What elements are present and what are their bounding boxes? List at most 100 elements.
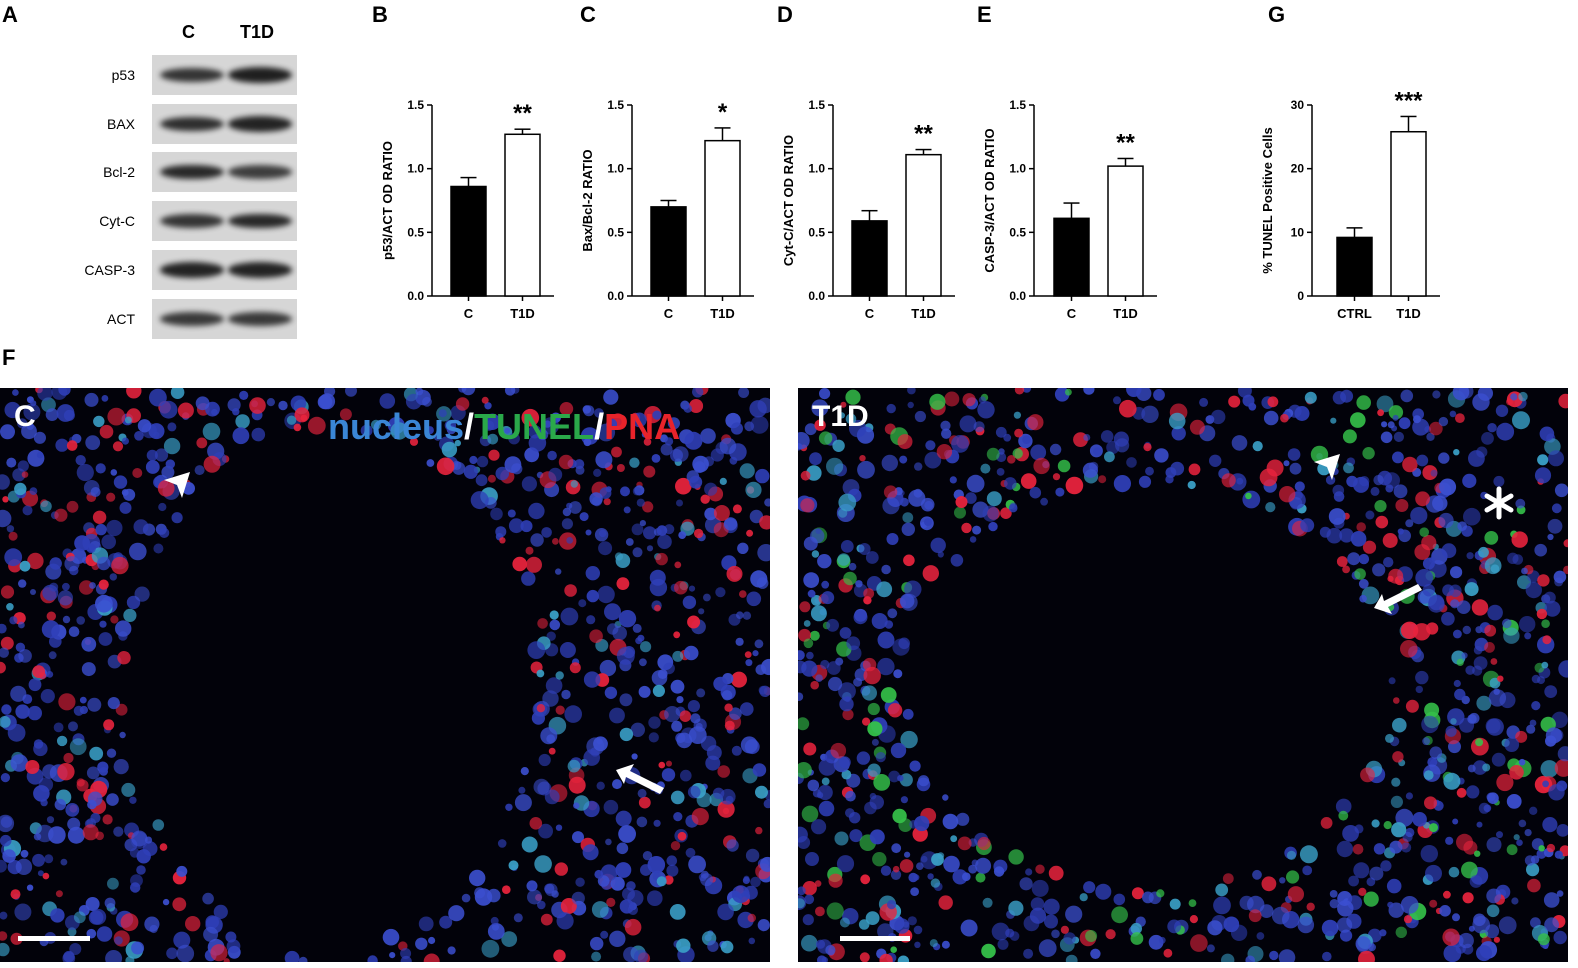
bar-charts: 0.0 0.5 1.0 1.5 p53/ACT OD RATIO C T1D ** 0.0 0.5…	[380, 87, 1440, 321]
cell-nucleus	[1055, 487, 1065, 497]
cell-nucleus	[537, 618, 548, 629]
significance-label: **	[513, 100, 532, 127]
cell-nucleus	[1476, 821, 1483, 828]
cell-nucleus	[951, 435, 969, 453]
cell-nucleus	[1030, 444, 1047, 461]
cell-nucleus	[159, 843, 168, 851]
cell-nucleus	[540, 913, 553, 926]
cell-nucleus	[107, 407, 126, 426]
cell-nucleus	[730, 422, 744, 435]
cell-nucleus	[839, 627, 852, 639]
cell-nucleus	[497, 839, 507, 848]
cell-nucleus	[646, 545, 654, 552]
cell-nucleus	[1509, 765, 1524, 780]
cell-nucleus	[551, 890, 559, 898]
cell-nucleus	[1472, 760, 1488, 775]
cell-nucleus	[1410, 507, 1428, 525]
cell-nucleus	[62, 582, 70, 591]
cell-nucleus	[739, 463, 755, 479]
cell-nucleus	[561, 518, 574, 530]
x-tick-label: T1D	[710, 306, 735, 321]
cell-nucleus	[1542, 817, 1558, 833]
cell-nucleus	[1469, 875, 1483, 888]
cell-nucleus	[20, 849, 29, 858]
cell-nucleus	[558, 454, 574, 470]
cell-nucleus	[1359, 594, 1367, 603]
cell-nucleus	[1546, 843, 1556, 853]
cell-nucleus	[619, 727, 634, 742]
cell-nucleus	[167, 422, 177, 432]
cell-nucleus	[1082, 462, 1098, 478]
cell-nucleus	[428, 936, 436, 945]
cell-nucleus	[943, 855, 960, 873]
cell-nucleus	[146, 449, 158, 461]
cell-nucleus	[1083, 881, 1096, 894]
cell-nucleus	[876, 581, 893, 598]
cell-nucleus	[579, 512, 589, 522]
cell-nucleus	[1484, 642, 1495, 653]
cell-nucleus	[81, 662, 96, 677]
cell-nucleus	[55, 438, 69, 452]
cell-nucleus	[856, 751, 871, 765]
blot-band	[160, 214, 224, 228]
cell-nucleus	[757, 544, 770, 562]
cell-nucleus	[605, 486, 612, 493]
cell-nucleus	[1511, 531, 1528, 548]
blot-band	[228, 312, 292, 326]
cell-nucleus	[484, 420, 495, 431]
cell-nucleus	[1386, 878, 1402, 894]
cell-nucleus	[1393, 697, 1400, 704]
cell-nucleus	[828, 873, 843, 888]
cell-nucleus	[631, 523, 644, 536]
cell-nucleus	[1113, 893, 1126, 906]
cell-nucleus	[890, 946, 897, 953]
cell-nucleus	[15, 704, 30, 719]
cell-nucleus	[670, 679, 685, 694]
cell-nucleus	[1265, 502, 1276, 513]
cell-nucleus	[1441, 612, 1455, 626]
cell-nucleus	[1325, 475, 1336, 485]
cell-nucleus	[99, 620, 107, 628]
cell-nucleus	[1381, 421, 1388, 428]
cell-nucleus	[834, 831, 849, 846]
cell-nucleus	[1449, 410, 1457, 418]
cell-nucleus	[683, 404, 692, 413]
cell-nucleus	[154, 448, 169, 462]
cell-nucleus	[1515, 730, 1528, 743]
cell-nucleus	[1525, 581, 1542, 599]
cell-nucleus	[484, 402, 492, 410]
x-tick-label: C	[865, 306, 875, 321]
cell-nucleus	[10, 685, 27, 702]
cell-nucleus	[109, 573, 118, 581]
cell-nucleus	[758, 685, 768, 695]
cell-nucleus	[1536, 608, 1548, 620]
blot-band	[160, 262, 224, 278]
cell-nucleus	[798, 692, 804, 701]
cell-nucleus	[1031, 879, 1049, 897]
cell-nucleus	[838, 412, 845, 419]
cell-nucleus	[213, 904, 228, 920]
cell-nucleus	[153, 431, 160, 438]
cell-nucleus	[1467, 764, 1476, 773]
legend-nucleus: nucleus	[328, 406, 465, 447]
cell-nucleus	[0, 716, 11, 728]
cell-nucleus	[1554, 850, 1563, 859]
cell-nucleus	[1558, 393, 1568, 409]
cell-nucleus	[861, 685, 877, 701]
cell-nucleus	[572, 831, 584, 844]
cell-nucleus	[840, 401, 847, 408]
cell-nucleus	[842, 709, 854, 721]
cell-nucleus	[547, 450, 557, 461]
cell-nucleus	[1358, 553, 1370, 565]
cell-nucleus	[756, 577, 769, 589]
blot-row-label: CASP-3	[84, 262, 135, 278]
cell-nucleus	[891, 843, 902, 854]
cell-nucleus	[1427, 757, 1438, 768]
cell-nucleus	[1556, 890, 1564, 897]
cell-nucleus	[632, 623, 642, 633]
cell-nucleus	[1095, 883, 1112, 900]
cell-nucleus	[1426, 432, 1435, 441]
cell-nucleus	[528, 425, 542, 439]
cell-nucleus	[616, 464, 625, 472]
cell-nucleus	[749, 400, 767, 418]
